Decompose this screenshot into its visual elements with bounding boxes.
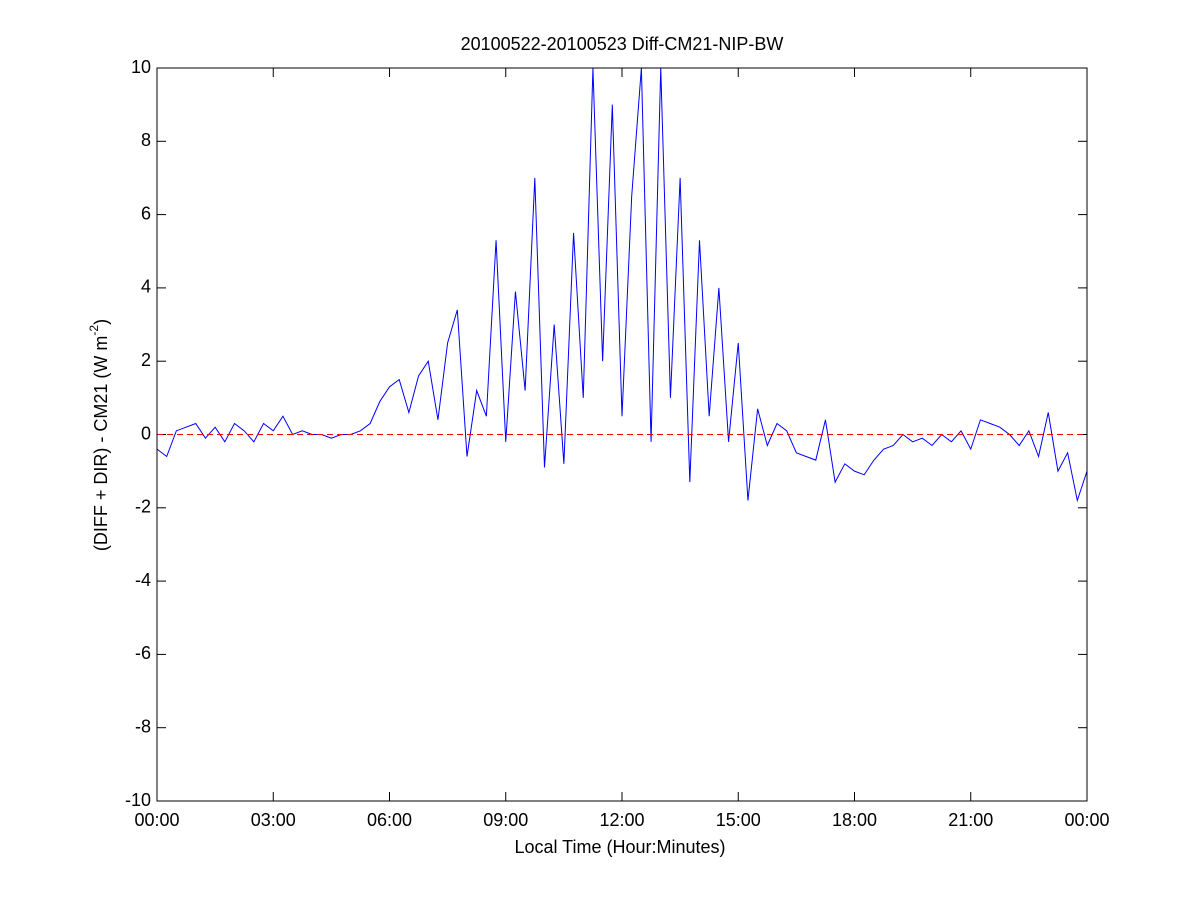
y-axis-label: (DIFF + DIR) - CM21 (W m-2) [87, 319, 111, 551]
y-tick-label: -4 [135, 570, 151, 590]
x-tick-label: 06:00 [367, 810, 412, 830]
x-axis-label: Local Time (Hour:Minutes) [514, 837, 725, 857]
y-axis-label-end: ) [91, 319, 111, 325]
y-axis-label-sup: -2 [87, 325, 101, 336]
plot-content [157, 68, 1087, 503]
x-tick-label: 00:00 [134, 810, 179, 830]
x-tick-label: 21:00 [948, 810, 993, 830]
y-tick-label: 0 [141, 423, 151, 443]
x-tick-label: 03:00 [251, 810, 296, 830]
x-tick-label: 18:00 [832, 810, 877, 830]
y-tick-label: -10 [125, 790, 151, 810]
y-axis-label-text: (DIFF + DIR) - CM21 (W m [91, 336, 111, 551]
x-tick-label: 09:00 [483, 810, 528, 830]
y-tick-label: -6 [135, 643, 151, 663]
y-tick-label: -2 [135, 497, 151, 517]
y-tick-label: 10 [131, 57, 151, 77]
y-tick-label: -8 [135, 716, 151, 736]
x-tick-label: 12:00 [599, 810, 644, 830]
axes-box [156, 67, 1088, 802]
x-tick-label: 15:00 [716, 810, 761, 830]
chart-title: 20100522-20100523 Diff-CM21-NIP-BW [461, 34, 784, 54]
y-tick-label: 6 [141, 203, 151, 223]
y-tick-label: 2 [141, 350, 151, 370]
y-tick-label: 8 [141, 130, 151, 150]
y-tick-label: 4 [141, 277, 151, 297]
x-tick-label: 00:00 [1064, 810, 1109, 830]
